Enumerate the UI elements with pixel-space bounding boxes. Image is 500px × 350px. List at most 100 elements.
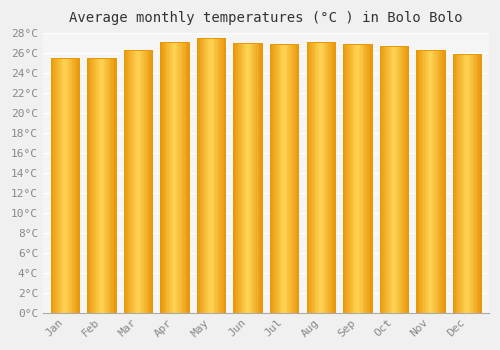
Bar [316,42,318,313]
Bar [92,58,93,313]
Bar [254,43,255,313]
Bar [391,46,392,313]
Bar [366,44,368,313]
Bar [402,46,404,313]
Bar [277,44,278,313]
Bar [438,50,439,313]
Bar [234,43,235,313]
Bar [457,54,458,313]
Bar [419,50,420,313]
Bar [234,43,262,313]
Bar [321,42,322,313]
Bar [472,54,474,313]
Bar [428,50,429,313]
Bar [210,38,211,313]
Bar [400,46,401,313]
Bar [168,42,169,313]
Bar [54,58,55,313]
Bar [124,50,152,313]
Bar [169,42,170,313]
Bar [343,44,372,313]
Bar [330,42,332,313]
Bar [150,50,151,313]
Bar [103,58,104,313]
Bar [55,58,56,313]
Bar [286,44,287,313]
Bar [112,58,113,313]
Bar [432,50,434,313]
Bar [314,42,315,313]
Bar [236,43,238,313]
Bar [282,44,283,313]
Bar [59,58,60,313]
Bar [202,38,204,313]
Bar [272,44,273,313]
Bar [50,58,52,313]
Bar [110,58,112,313]
Bar [50,58,79,313]
Bar [353,44,354,313]
Bar [214,38,216,313]
Bar [100,58,102,313]
Bar [145,50,146,313]
Bar [276,44,277,313]
Bar [186,42,188,313]
Bar [346,44,348,313]
Bar [108,58,110,313]
Bar [296,44,297,313]
Bar [188,42,189,313]
Bar [182,42,183,313]
Bar [131,50,132,313]
Bar [320,42,321,313]
Bar [72,58,74,313]
Bar [138,50,140,313]
Bar [252,43,254,313]
Bar [368,44,370,313]
Bar [439,50,440,313]
Bar [208,38,210,313]
Bar [420,50,422,313]
Bar [306,42,335,313]
Bar [470,54,471,313]
Bar [468,54,470,313]
Bar [58,58,59,313]
Bar [456,54,457,313]
Bar [343,44,344,313]
Bar [370,44,372,313]
Bar [56,58,58,313]
Bar [104,58,106,313]
Bar [384,46,386,313]
Bar [50,58,79,313]
Bar [151,50,152,313]
Bar [87,58,116,313]
Bar [426,50,428,313]
Bar [422,50,424,313]
Bar [66,58,68,313]
Bar [418,50,419,313]
Bar [75,58,76,313]
Bar [380,46,408,313]
Bar [240,43,242,313]
Bar [222,38,224,313]
Bar [74,58,75,313]
Bar [458,54,460,313]
Bar [113,58,114,313]
Bar [212,38,214,313]
Bar [306,42,335,313]
Bar [102,58,103,313]
Bar [114,58,116,313]
Bar [318,42,320,313]
Bar [471,54,472,313]
Bar [258,43,259,313]
Bar [440,50,442,313]
Bar [60,58,62,313]
Bar [216,38,217,313]
Bar [324,42,325,313]
Bar [283,44,284,313]
Bar [106,58,107,313]
Bar [416,50,444,313]
Bar [380,46,408,313]
Bar [396,46,398,313]
Bar [350,44,352,313]
Bar [197,38,226,313]
